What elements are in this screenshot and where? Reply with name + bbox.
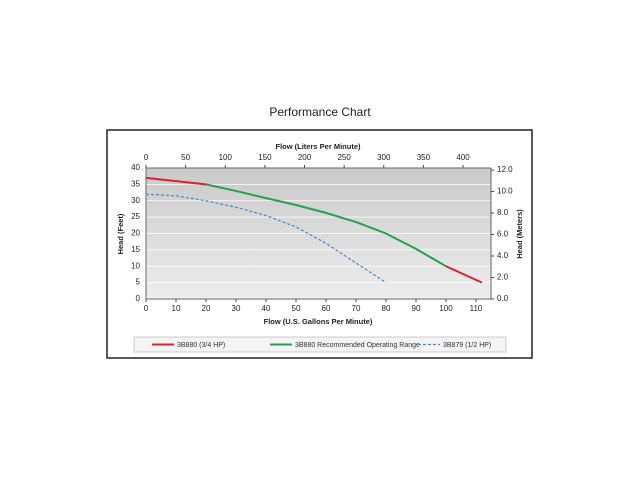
x-tick-label: 20 bbox=[202, 304, 211, 313]
x-tick-label: 0 bbox=[144, 304, 149, 313]
y-axis-label: Head (Feet) bbox=[116, 213, 125, 254]
legend-label: 3B879 (1/2 HP) bbox=[443, 342, 491, 349]
x-tick-label: 50 bbox=[292, 304, 301, 313]
x2-tick-label: 100 bbox=[219, 153, 233, 162]
y-tick-label: 25 bbox=[131, 212, 140, 221]
series-line bbox=[145, 176, 483, 284]
y2-tick-label: 6.0 bbox=[497, 230, 509, 239]
y-tick-label: 5 bbox=[136, 278, 141, 287]
legend-label: 3B880 Recommended Operating Range bbox=[295, 342, 420, 349]
y-tick-label: 0 bbox=[136, 294, 141, 303]
y-tick-label: 15 bbox=[131, 245, 140, 254]
x2-tick-label: 250 bbox=[337, 153, 351, 162]
x2-tick-label: 300 bbox=[377, 153, 391, 162]
x-axis-label: Flow (U.S. Gallons Per Minute) bbox=[264, 317, 373, 326]
y-tick-label: 10 bbox=[131, 261, 140, 270]
chart-title: Performance Chart bbox=[269, 105, 371, 119]
y2-tick-label: 2.0 bbox=[497, 273, 509, 282]
x2-tick-label: 0 bbox=[144, 153, 149, 162]
x2-tick-label: 50 bbox=[181, 153, 190, 162]
y2-tick-label: 4.0 bbox=[497, 251, 509, 260]
y-tick-label: 20 bbox=[131, 229, 140, 238]
legend-label: 3B880 (3/4 HP) bbox=[177, 342, 225, 349]
y-tick-label: 35 bbox=[131, 179, 140, 188]
x2-tick-label: 350 bbox=[417, 153, 431, 162]
y2-tick-label: 8.0 bbox=[497, 208, 509, 217]
x2-axis-label: Flow (Liters Per Minute) bbox=[275, 142, 361, 151]
y2-tick-label: 12.0 bbox=[497, 165, 513, 174]
x-tick-label: 40 bbox=[262, 304, 271, 313]
x-tick-label: 90 bbox=[412, 304, 421, 313]
x2-tick-label: 150 bbox=[258, 153, 272, 162]
x-tick-label: 110 bbox=[470, 304, 483, 313]
x-tick-label: 30 bbox=[232, 304, 241, 313]
y2-tick-label: 0.0 bbox=[497, 294, 509, 303]
x-tick-label: 80 bbox=[382, 304, 391, 313]
x2-tick-label: 200 bbox=[298, 153, 312, 162]
y2-tick-label: 10.0 bbox=[497, 187, 513, 196]
x-tick-label: 60 bbox=[322, 304, 331, 313]
x-tick-label: 70 bbox=[352, 304, 361, 313]
y-tick-label: 30 bbox=[131, 196, 140, 205]
series-line bbox=[205, 183, 447, 268]
legend bbox=[133, 336, 507, 353]
x-tick-label: 100 bbox=[439, 304, 453, 313]
x-tick-label: 10 bbox=[172, 304, 181, 313]
series-line bbox=[145, 193, 387, 284]
y2-axis-label: Head (Meters) bbox=[515, 209, 524, 259]
x2-tick-label: 400 bbox=[456, 153, 470, 162]
y-tick-label: 40 bbox=[131, 163, 140, 172]
